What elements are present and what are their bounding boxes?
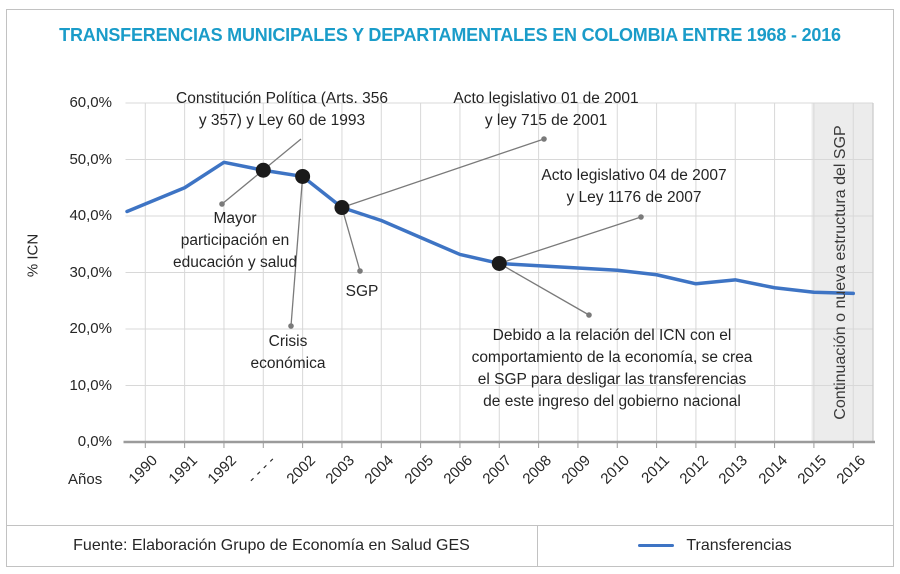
annotation-mayor-participacion: Mayor participación en educación y salud xyxy=(172,210,298,271)
leader-debido-endpoint-dot xyxy=(586,312,592,318)
y-axis-label: 30,0% xyxy=(69,263,112,281)
leader-acto-2007-endpoint-dot xyxy=(638,214,644,220)
legend-line-swatch xyxy=(638,544,675,547)
leader-acto-2001 xyxy=(341,138,545,209)
event-marker-dot xyxy=(255,162,271,178)
annotation-crisis-economica: Crisis económica xyxy=(250,333,326,372)
y-axis-label: 50,0% xyxy=(69,150,112,168)
footer-separator xyxy=(6,525,893,526)
leader-acto-2007 xyxy=(499,216,642,265)
source-note: Fuente: Elaboración Grupo de Economía en… xyxy=(73,537,470,554)
annotation-acto-2001: Acto legislativo 01 de 2001 y ley 715 de… xyxy=(453,90,639,129)
annotation-sgp: SGP xyxy=(345,283,379,300)
event-marker-dot xyxy=(334,200,350,216)
y-axis-label: 10,0% xyxy=(69,376,112,394)
y-axis-label: 60,0% xyxy=(69,94,112,111)
y-axis-title: % ICN xyxy=(24,233,42,278)
leader-crisis xyxy=(290,176,304,327)
leader-crisis-endpoint-dot xyxy=(288,323,294,329)
leader-sgp xyxy=(341,207,361,272)
y-axis-label: 0,0% xyxy=(77,433,112,450)
y-axis-label: 20,0% xyxy=(69,320,112,337)
page-title: TRANSFERENCIAS MUNICIPALES Y DEPARTAMENT… xyxy=(59,25,841,45)
event-marker-dot xyxy=(295,168,311,184)
event-marker-dot xyxy=(491,255,507,271)
annotation-acto-2007: Acto legislativo 04 de 2007 y Ley 1176 d… xyxy=(541,167,727,206)
leader-constitucion-endpoint-dot xyxy=(219,201,225,207)
outer-border xyxy=(6,9,894,567)
annotation-constitucion: Constitución Política (Arts. 356 y 357) … xyxy=(176,90,388,129)
highlight-band-label: Continuación o nueva estructura del SGP xyxy=(832,125,849,420)
annotation-debido-icn: Debido a la relación del ICN con el comp… xyxy=(471,327,753,410)
leader-acto-2001-endpoint-dot xyxy=(541,136,547,142)
leader-debido xyxy=(498,262,590,316)
legend: Transferencias xyxy=(537,525,893,566)
x-axis-title: Años xyxy=(68,471,103,488)
legend-label: Transferencias xyxy=(686,536,792,554)
leader-sgp-endpoint-dot xyxy=(357,268,363,274)
footer-divider xyxy=(537,525,538,566)
y-axis-label: 40,0% xyxy=(69,207,112,224)
